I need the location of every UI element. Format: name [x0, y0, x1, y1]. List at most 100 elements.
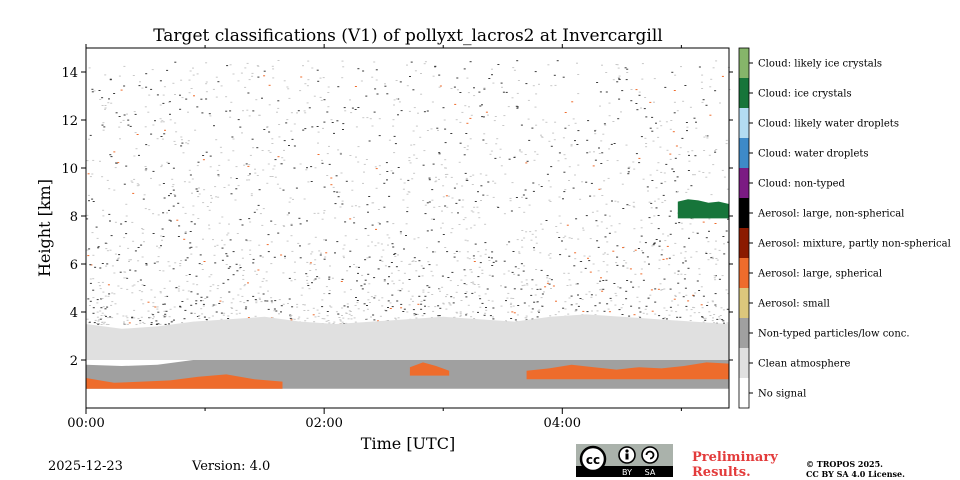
- noise-pixel: [215, 311, 218, 313]
- noise-pixel: [622, 208, 625, 209]
- y-tick-label: 6: [70, 258, 78, 273]
- noise-pixel: [640, 107, 642, 109]
- noise-pixel: [638, 301, 641, 303]
- noise-pixel: [619, 172, 622, 174]
- noise-pixel: [402, 311, 405, 312]
- noise-pixel: [644, 137, 647, 139]
- noise-pixel: [163, 316, 166, 318]
- noise-pixel: [228, 291, 231, 293]
- noise-pixel: [362, 117, 365, 119]
- noise-pixel: [388, 139, 391, 141]
- noise-pixel: [310, 166, 313, 168]
- noise-pixel: [201, 313, 204, 315]
- noise-pixel: [355, 126, 358, 128]
- noise-pixel: [649, 101, 652, 103]
- noise-pixel: [309, 270, 312, 271]
- noise-pixel: [369, 118, 372, 120]
- noise-pixel: [686, 130, 688, 132]
- noise-pixel: [196, 316, 199, 317]
- cc-by-sa-badge: cc BY SA: [576, 444, 673, 477]
- noise-pixel: [200, 308, 203, 310]
- noise-pixel: [396, 300, 399, 302]
- noise-pixel: [127, 124, 130, 126]
- noise-pixel: [162, 102, 165, 104]
- noise-pixel: [323, 210, 326, 212]
- noise-pixel: [418, 260, 421, 262]
- noise-pixel: [289, 317, 292, 319]
- noise-pixel: [527, 118, 530, 120]
- noise-pixel: [423, 63, 426, 65]
- noise-pixel: [473, 224, 476, 226]
- noise-pixel: [306, 261, 309, 263]
- noise-pixel: [102, 122, 105, 124]
- noise-pixel: [321, 159, 323, 161]
- noise-pixel: [672, 131, 675, 133]
- noise-pixel: [329, 265, 331, 267]
- noise-pixel: [438, 315, 441, 317]
- noise-pixel: [328, 276, 331, 278]
- noise-pixel: [257, 204, 260, 206]
- noise-pixel: [177, 236, 180, 237]
- noise-pixel: [337, 86, 340, 88]
- noise-pixel: [342, 248, 345, 250]
- noise-pixel: [608, 215, 611, 217]
- noise-pixel: [323, 293, 326, 295]
- noise-pixel: [721, 319, 724, 321]
- noise-pixel: [117, 162, 120, 164]
- noise-pixel: [174, 262, 177, 264]
- noise-pixel: [549, 315, 552, 317]
- noise-pixel: [138, 184, 140, 186]
- noise-pixel: [162, 94, 165, 96]
- noise-pixel: [168, 265, 171, 267]
- noise-pixel: [406, 206, 409, 208]
- noise-pixel: [566, 285, 569, 286]
- noise-pixel: [726, 322, 729, 324]
- noise-pixel: [434, 306, 437, 308]
- noise-pixel: [123, 65, 126, 67]
- noise-pixel: [538, 309, 541, 311]
- noise-pixel: [683, 257, 686, 259]
- noise-pixel: [659, 240, 661, 242]
- noise-pixel: [700, 304, 703, 306]
- noise-pixel: [595, 220, 598, 222]
- noise-pixel: [386, 221, 389, 223]
- noise-pixel: [495, 260, 498, 262]
- noise-pixel: [479, 306, 482, 308]
- noise-pixel: [550, 279, 553, 281]
- colorbar-swatch: [739, 48, 749, 78]
- noise-pixel: [139, 279, 142, 281]
- noise-pixel: [109, 79, 112, 81]
- noise-pixel: [657, 215, 660, 216]
- noise-pixel: [708, 218, 711, 220]
- layer-4: [409, 362, 450, 376]
- noise-pixel: [238, 312, 241, 314]
- noise-pixel: [386, 93, 389, 95]
- noise-pixel: [255, 99, 258, 101]
- noise-pixel: [339, 152, 342, 154]
- noise-pixel: [196, 293, 199, 295]
- noise-pixel: [660, 125, 663, 127]
- noise-pixel: [323, 318, 326, 320]
- noise-pixel: [638, 162, 641, 164]
- noise-pixel: [317, 142, 319, 144]
- noise-pixel: [692, 295, 695, 297]
- noise-pixel: [701, 316, 703, 318]
- noise-pixel: [695, 127, 698, 129]
- noise-pixel: [378, 223, 381, 225]
- noise-pixel: [286, 214, 289, 216]
- noise-pixel: [671, 71, 674, 73]
- noise-pixel: [336, 191, 339, 193]
- noise-pixel: [318, 312, 321, 314]
- noise-pixel: [273, 165, 276, 167]
- noise-pixel: [722, 236, 725, 237]
- noise-pixel: [285, 122, 288, 124]
- noise-pixel: [463, 68, 466, 70]
- noise-pixel: [424, 305, 426, 307]
- noise-pixel: [492, 196, 495, 198]
- noise-pixel: [183, 181, 186, 183]
- noise-pixel: [516, 314, 519, 316]
- noise-pixel: [585, 215, 588, 217]
- noise-pixel: [450, 88, 453, 89]
- noise-pixel: [525, 317, 528, 319]
- noise-pixel: [133, 317, 136, 319]
